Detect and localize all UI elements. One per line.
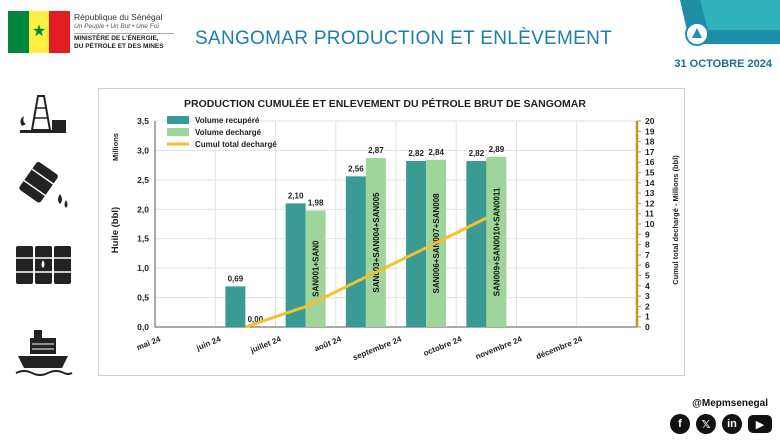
y-tick-label: 0,0 xyxy=(137,322,149,332)
data-label: 2,87 xyxy=(368,146,384,155)
y2-tick-label: 10 xyxy=(645,219,655,229)
youtube-icon[interactable]: ▶ xyxy=(748,415,772,433)
bar-discharged xyxy=(365,158,386,327)
x-tick-label: juillet 24 xyxy=(248,334,282,355)
bar-discharged xyxy=(486,156,507,327)
y2-tick-label: 8 xyxy=(645,240,650,250)
corner-decoration xyxy=(680,0,780,46)
y2-tick-label: 15 xyxy=(645,168,655,178)
legend-entry: Cumul total dechargé xyxy=(195,140,277,149)
country-motto: Un Peuple • Un But • Une Foi xyxy=(74,22,174,34)
x-tick-label: octobre 24 xyxy=(422,334,463,358)
ministry-line-1: MINISTÈRE DE L'ÉNERGIE, xyxy=(74,35,159,42)
production-chart: PRODUCTION CUMULÉE ET ENLEVEMENT DU PÉTR… xyxy=(110,97,680,362)
oil-barrel-spill-icon xyxy=(19,162,68,208)
y-tick-label: 2,5 xyxy=(137,175,149,185)
oil-barrels-icon xyxy=(14,246,72,284)
data-label: 2,84 xyxy=(428,148,444,157)
y2-tick-label: 16 xyxy=(645,157,655,167)
y-tick-label: 3,5 xyxy=(137,116,149,126)
y2-tick-label: 7 xyxy=(645,250,650,260)
data-label: 2,82 xyxy=(408,149,424,158)
y2-tick-label: 20 xyxy=(645,116,655,126)
y2-axis-label: Cumul total dechargé - Millions (bbl) xyxy=(671,155,680,285)
y2-tick-label: 2 xyxy=(645,301,650,311)
x-tick-label: décembre 24 xyxy=(535,334,584,361)
facebook-icon[interactable]: f xyxy=(670,414,690,434)
x-tick-label: mai 24 xyxy=(135,334,162,352)
legend-entry: Volume dechargé xyxy=(195,128,262,137)
data-label: 2,89 xyxy=(489,145,505,154)
y2-tick-label: 9 xyxy=(645,229,650,239)
ministry-block: République du Sénégal Un Peuple • Un But… xyxy=(74,12,174,51)
y2-tick-label: 3 xyxy=(645,291,650,301)
x-tick-label: novembre 24 xyxy=(474,334,524,361)
cumulative-line xyxy=(244,216,488,329)
bar-recovered xyxy=(466,161,487,327)
bar-recovered xyxy=(285,203,306,327)
bar-recovered xyxy=(225,286,246,327)
y2-tick-label: 6 xyxy=(645,260,650,270)
linkedin-icon[interactable]: in xyxy=(722,414,742,434)
cargo-label: SAN003+SAN004+SAN005 xyxy=(372,192,381,293)
y-axis-units: Millions xyxy=(111,133,120,161)
y2-tick-label: 14 xyxy=(645,178,655,188)
senegal-flag: ★ xyxy=(8,11,71,53)
data-label: 0,69 xyxy=(228,274,244,283)
y2-tick-label: 5 xyxy=(645,271,650,281)
country-name: République du Sénégal xyxy=(74,12,163,22)
y2-tick-label: 4 xyxy=(645,281,650,291)
flag-red-stripe xyxy=(49,11,71,53)
report-date: 31 OCTOBRE 2024 xyxy=(674,58,772,70)
y2-tick-label: 12 xyxy=(645,198,655,208)
x-tick-label: septembre 24 xyxy=(352,334,404,362)
y2-tick-label: 13 xyxy=(645,188,655,198)
cargo-label: SAN009+SAN0010+SAN0011 xyxy=(492,187,501,296)
y-tick-label: 3,0 xyxy=(137,145,149,155)
x-icon[interactable]: 𝕏 xyxy=(696,414,716,434)
y2-tick-label: 11 xyxy=(645,209,654,219)
y2-tick-label: 19 xyxy=(645,126,655,136)
flag-star-icon: ★ xyxy=(31,23,47,40)
x-tick-label: août 24 xyxy=(313,334,343,353)
page-title: SANGOMAR PRODUCTION ET ENLÈVEMENT xyxy=(195,28,613,49)
legend-entry: Volume recupéré xyxy=(195,116,260,125)
cargo-label: SAN001+SAN0 xyxy=(312,240,321,297)
data-label: 2,56 xyxy=(348,164,364,173)
social-handle: @Mepmsenegal xyxy=(692,398,768,409)
legend-swatch xyxy=(167,116,189,124)
chart-panel: PRODUCTION CUMULÉE ET ENLEVEMENT DU PÉTR… xyxy=(98,88,685,376)
data-label: 1,98 xyxy=(308,198,324,207)
bar-recovered xyxy=(406,161,427,327)
y-tick-label: 1,0 xyxy=(137,263,149,273)
y2-tick-label: 1 xyxy=(645,312,650,322)
data-label: 2,82 xyxy=(469,149,485,158)
data-label: 2,10 xyxy=(288,191,304,200)
tanker-ship-icon xyxy=(15,330,73,376)
ministry-line-2: DU PÉTROLE ET DES MINES xyxy=(74,43,164,50)
x-tick-label: juin 24 xyxy=(194,334,222,352)
y2-tick-label: 17 xyxy=(645,147,655,157)
flag-yellow-stripe: ★ xyxy=(28,11,50,53)
bar-recovered xyxy=(345,176,366,327)
y-axis-label: Huile (bbl) xyxy=(110,207,121,253)
y-tick-label: 0,5 xyxy=(137,293,149,303)
legend-swatch xyxy=(167,128,189,136)
chart-title: PRODUCTION CUMULÉE ET ENLEVEMENT DU PÉTR… xyxy=(184,97,586,110)
data-label: 0,00 xyxy=(248,315,264,324)
flag-green-stripe xyxy=(8,11,29,53)
y2-tick-label: 18 xyxy=(645,137,655,147)
y2-tick-label: 0 xyxy=(645,322,650,332)
y-tick-label: 1,5 xyxy=(137,234,149,244)
oil-derrick-icon xyxy=(20,95,66,133)
y-tick-label: 2,0 xyxy=(137,204,149,214)
